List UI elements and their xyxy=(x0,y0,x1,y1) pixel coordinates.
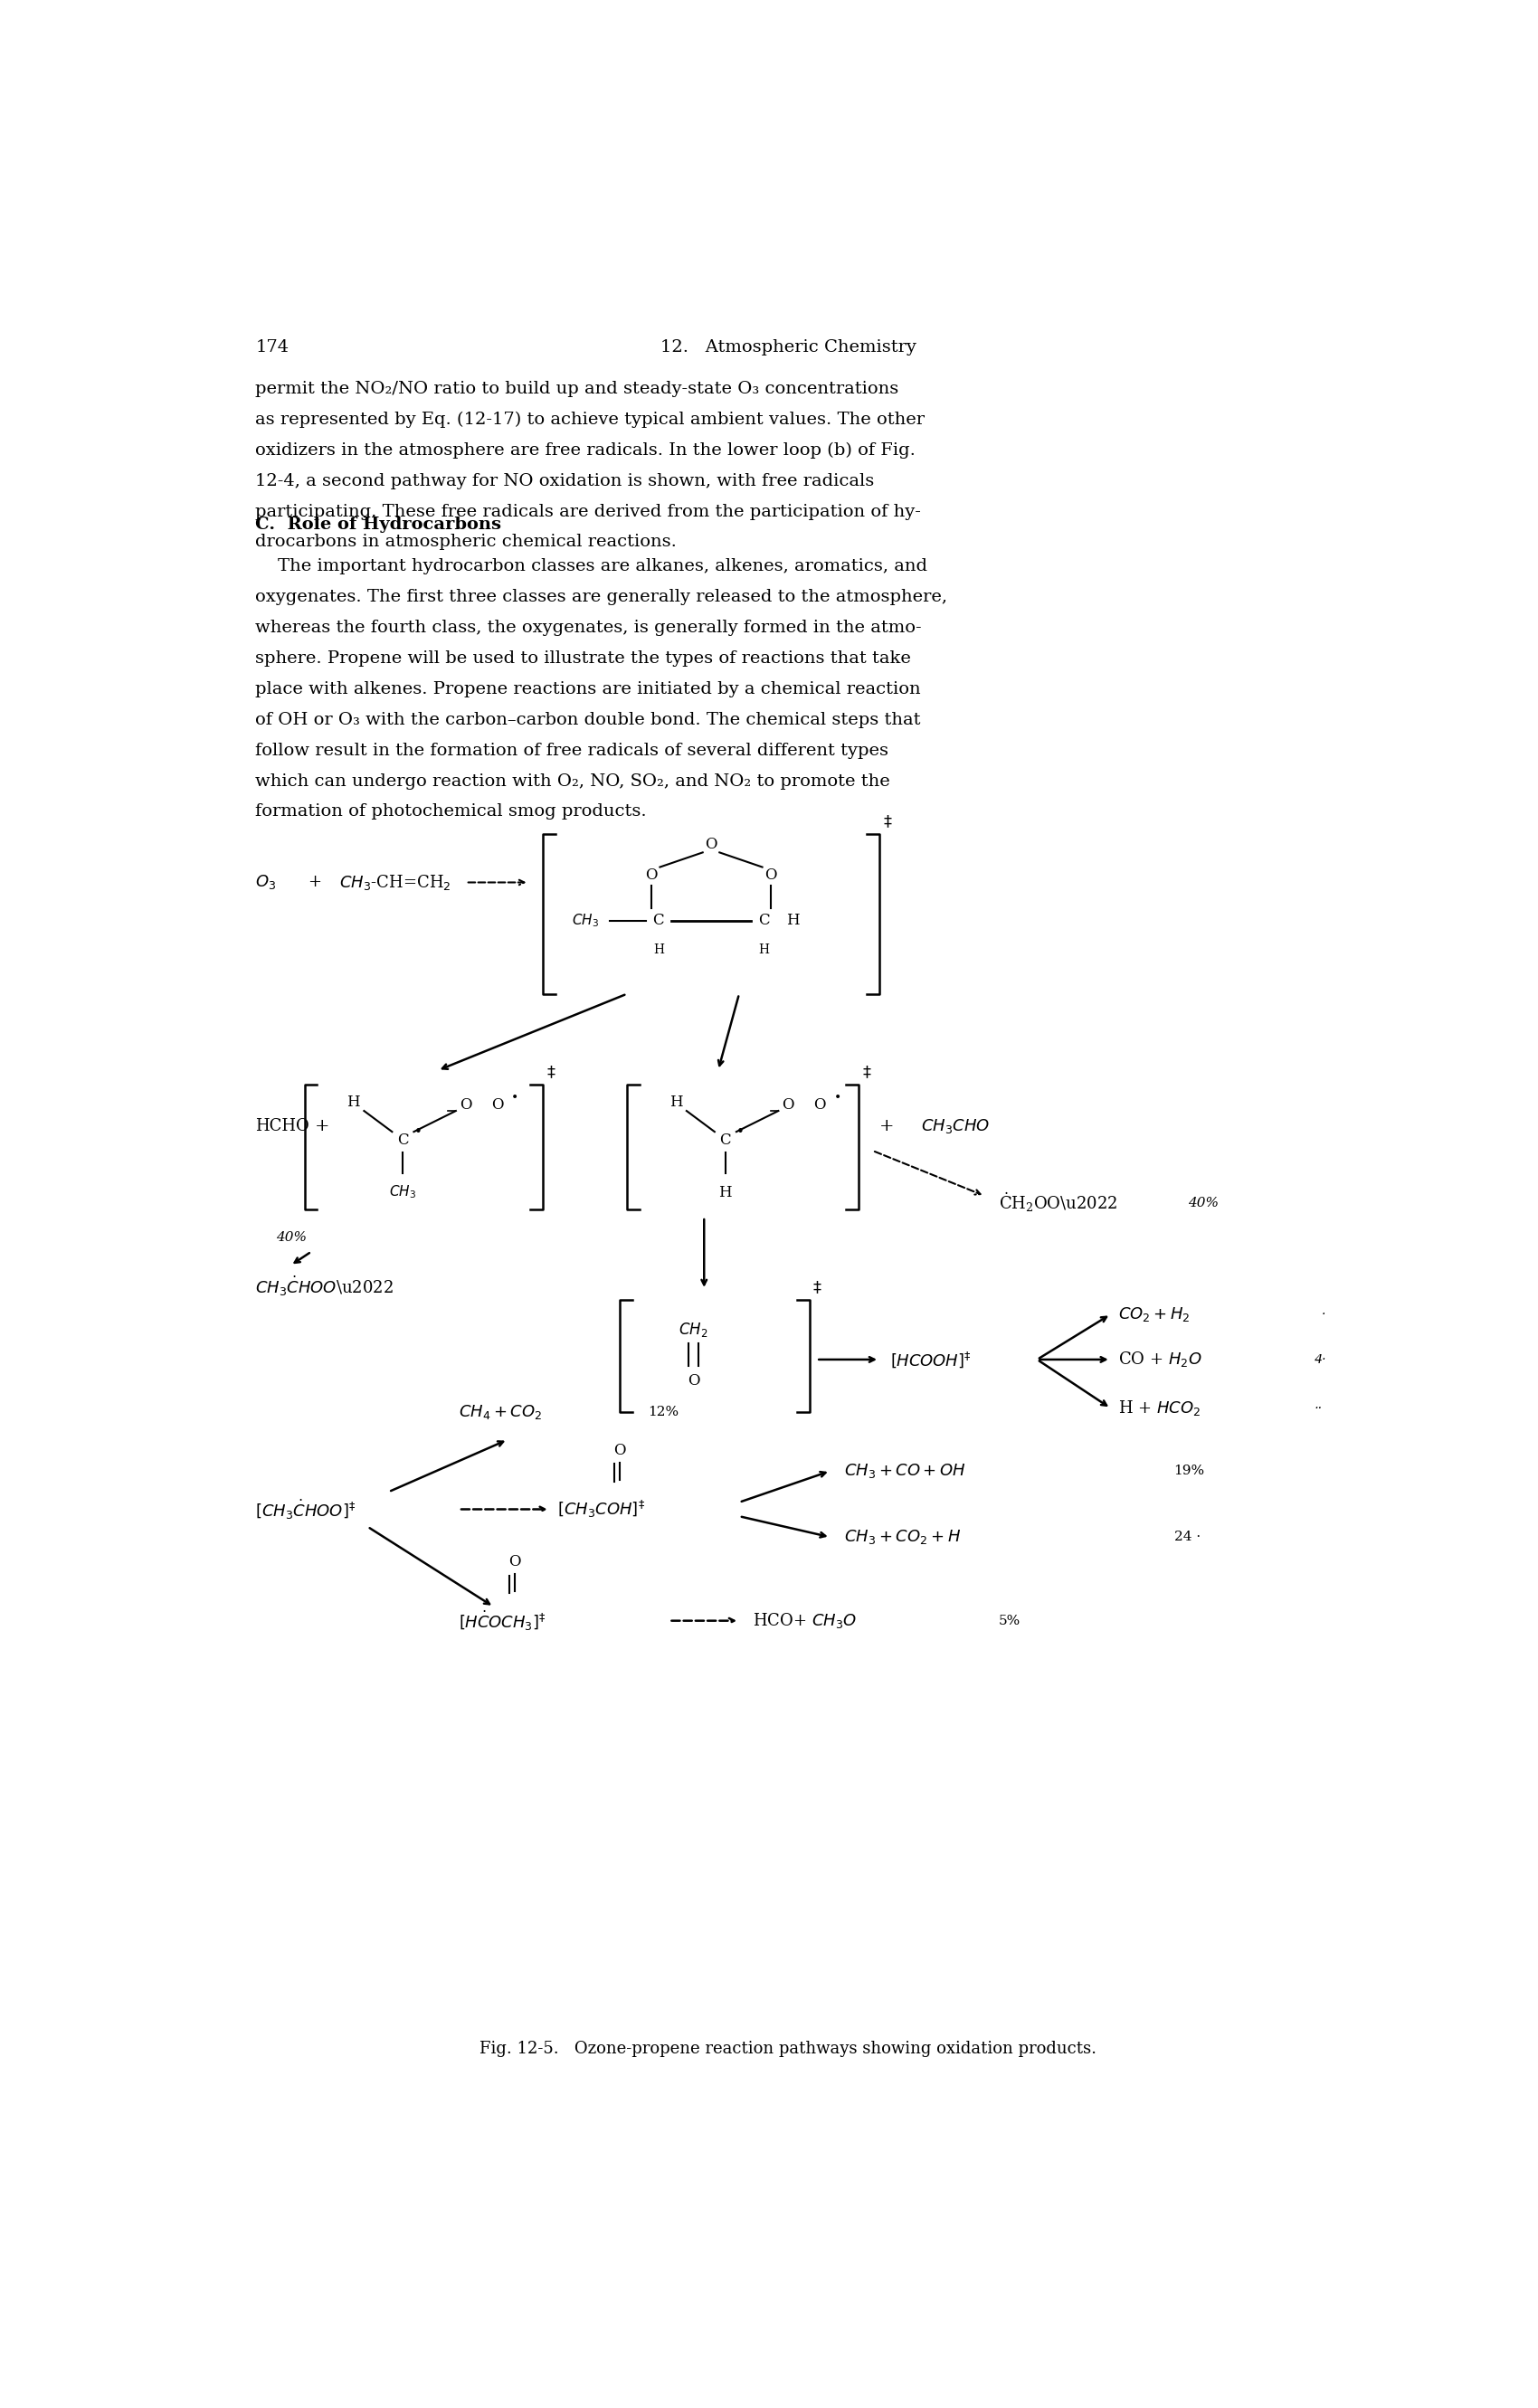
Text: $O_3$: $O_3$ xyxy=(255,874,277,891)
Text: HCO+ $CH_3O$: HCO+ $CH_3O$ xyxy=(754,1611,857,1630)
Text: O: O xyxy=(509,1553,521,1570)
Text: 19%: 19% xyxy=(1173,1464,1204,1476)
Text: $\mathregular{\dot{C}H_2OO}$\u2022: $\mathregular{\dot{C}H_2OO}$\u2022 xyxy=(998,1192,1118,1214)
Text: 24 ·: 24 · xyxy=(1173,1531,1200,1544)
Text: 4·: 4· xyxy=(1313,1353,1326,1365)
Text: +: + xyxy=(308,874,321,891)
Text: CO + $H_2O$: CO + $H_2O$ xyxy=(1118,1351,1201,1370)
Text: $CH_3 + CO_2 + H$: $CH_3 + CO_2 + H$ xyxy=(844,1529,961,1546)
Text: $[HCOOH]^{\ddagger}$: $[HCOOH]^{\ddagger}$ xyxy=(891,1351,970,1370)
Text: 40%: 40% xyxy=(277,1230,308,1245)
Text: oxygenates. The first three classes are generally released to the atmosphere,: oxygenates. The first three classes are … xyxy=(255,590,947,604)
Text: which can undergo reaction with O₂, NO, SO₂, and NO₂ to promote the: which can undergo reaction with O₂, NO, … xyxy=(255,773,891,790)
Text: O: O xyxy=(646,867,658,884)
Text: $CH_4 + CO_2$: $CH_4 + CO_2$ xyxy=(458,1404,541,1421)
Text: O: O xyxy=(460,1098,472,1112)
Text: $CO_2 + H_2$: $CO_2 + H_2$ xyxy=(1118,1305,1190,1324)
Text: 12-4, a second pathway for NO oxidation is shown, with free radicals: 12-4, a second pathway for NO oxidation … xyxy=(255,472,875,489)
Text: •: • xyxy=(737,1125,744,1139)
Text: The important hydrocarbon classes are alkanes, alkenes, aromatics, and: The important hydrocarbon classes are al… xyxy=(255,559,927,576)
Text: $CH_3$-CH=CH$_2$: $CH_3$-CH=CH$_2$ xyxy=(340,874,451,891)
Text: O: O xyxy=(614,1442,626,1457)
Text: +: + xyxy=(314,1117,329,1134)
Text: 12%: 12% xyxy=(647,1406,678,1418)
Text: $CH_3 + CO + OH$: $CH_3 + CO + OH$ xyxy=(844,1462,966,1481)
Text: C: C xyxy=(397,1132,408,1149)
Text: $[H\dot{C}OCH_3]^{\ddagger}$: $[H\dot{C}OCH_3]^{\ddagger}$ xyxy=(458,1609,546,1633)
Text: H + $HCO_2$: H + $HCO_2$ xyxy=(1118,1399,1200,1418)
Text: O: O xyxy=(704,836,717,852)
Text: H: H xyxy=(348,1093,360,1110)
Text: ··: ·· xyxy=(1313,1401,1323,1413)
Text: •: • xyxy=(834,1091,841,1103)
Text: $\ddagger$: $\ddagger$ xyxy=(546,1064,555,1081)
Text: 5%: 5% xyxy=(998,1613,1021,1628)
Text: H: H xyxy=(786,913,800,929)
Text: •: • xyxy=(414,1125,421,1139)
Text: of OH or O₃ with the carbon–carbon double bond. The chemical steps that: of OH or O₃ with the carbon–carbon doubl… xyxy=(255,713,921,727)
Text: oxidizers in the atmosphere are free radicals. In the lower loop (b) of Fig.: oxidizers in the atmosphere are free rad… xyxy=(255,443,915,458)
Text: O: O xyxy=(764,867,777,884)
Text: permit the NO₂/NO ratio to build up and steady-state O₃ concentrations: permit the NO₂/NO ratio to build up and … xyxy=(255,380,898,397)
Text: +: + xyxy=(878,1117,894,1134)
Text: as represented by Eq. (12-17) to achieve typical ambient values. The other: as represented by Eq. (12-17) to achieve… xyxy=(255,412,924,429)
Text: $[CH_3\dot{C}HOO]^{\ddagger}$: $[CH_3\dot{C}HOO]^{\ddagger}$ xyxy=(255,1498,355,1522)
Text: C.  Role of Hydrocarbons: C. Role of Hydrocarbons xyxy=(255,518,501,532)
Text: formation of photochemical smog products.: formation of photochemical smog products… xyxy=(255,804,647,821)
Text: sphere. Propene will be used to illustrate the types of reactions that take: sphere. Propene will be used to illustra… xyxy=(255,650,910,667)
Text: O: O xyxy=(814,1098,826,1112)
Text: O: O xyxy=(491,1098,503,1112)
Text: $\ddagger$: $\ddagger$ xyxy=(861,1064,872,1081)
Text: HCHO: HCHO xyxy=(255,1117,309,1134)
Text: H: H xyxy=(669,1093,683,1110)
Text: 12.   Atmospheric Chemistry: 12. Atmospheric Chemistry xyxy=(660,340,917,356)
Text: •: • xyxy=(511,1091,518,1103)
Text: $CH_2$: $CH_2$ xyxy=(678,1320,707,1339)
Text: ·: · xyxy=(1313,1308,1326,1320)
Text: $\ddagger$: $\ddagger$ xyxy=(812,1281,823,1298)
Text: O: O xyxy=(687,1373,700,1387)
Text: H: H xyxy=(718,1185,732,1199)
Text: C: C xyxy=(720,1132,731,1149)
Text: Fig. 12-5.   Ozone-propene reaction pathways showing oxidation products.: Fig. 12-5. Ozone-propene reaction pathwa… xyxy=(480,2042,1097,2056)
Text: H: H xyxy=(654,944,664,956)
Text: C: C xyxy=(652,913,664,929)
Text: $CH_3CHO$: $CH_3CHO$ xyxy=(921,1117,990,1134)
Text: H: H xyxy=(758,944,769,956)
Text: 40%: 40% xyxy=(1187,1197,1218,1209)
Text: O: O xyxy=(783,1098,794,1112)
Text: follow result in the formation of free radicals of several different types: follow result in the formation of free r… xyxy=(255,742,889,759)
Text: participating. These free radicals are derived from the participation of hy-: participating. These free radicals are d… xyxy=(255,503,921,520)
Text: $\ddagger$: $\ddagger$ xyxy=(883,814,892,831)
Text: C: C xyxy=(758,913,769,929)
Text: drocarbons in atmospheric chemical reactions.: drocarbons in atmospheric chemical react… xyxy=(255,535,677,551)
Text: place with alkenes. Propene reactions are initiated by a chemical reaction: place with alkenes. Propene reactions ar… xyxy=(255,681,921,698)
Text: whereas the fourth class, the oxygenates, is generally formed in the atmo-: whereas the fourth class, the oxygenates… xyxy=(255,619,921,636)
Text: $CH_3$: $CH_3$ xyxy=(571,913,598,929)
Text: $CH_3\dot{C}HOO$\u2022: $CH_3\dot{C}HOO$\u2022 xyxy=(255,1274,394,1298)
Text: 174: 174 xyxy=(255,340,289,356)
Text: $[CH_3COH]^{\ddagger}$: $[CH_3COH]^{\ddagger}$ xyxy=(557,1498,644,1519)
Text: $CH_3$: $CH_3$ xyxy=(389,1185,417,1202)
